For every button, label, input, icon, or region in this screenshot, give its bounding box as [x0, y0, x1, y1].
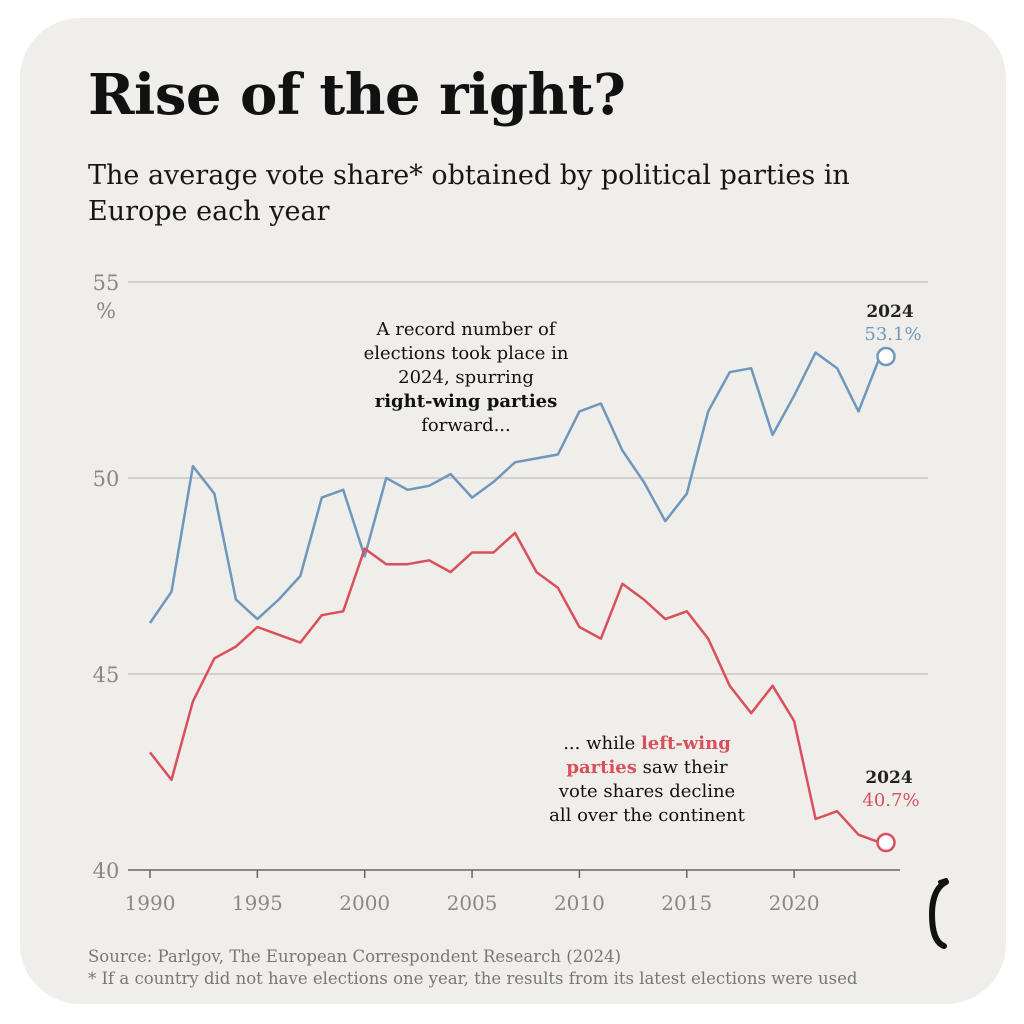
annotation-right-line-3: 2024, spurring	[398, 367, 534, 388]
y-axis-unit: %	[96, 299, 116, 323]
y-tick-label-40: 40	[93, 859, 120, 883]
annotation-left-wing: ... while left-wing parties saw their vo…	[549, 733, 745, 826]
x-tick-label-2000: 2000	[339, 891, 390, 915]
series-line-right-wing	[148, 351, 882, 624]
y-axis-ticks: 40 45 50 55	[93, 271, 120, 883]
end-label-left-value: 40.7%	[862, 790, 919, 811]
y-tick-label-50: 50	[93, 467, 120, 491]
annotation-left-line-2: parties saw their	[566, 757, 728, 778]
annotation-left-line-3: vote shares decline	[558, 781, 735, 802]
end-marker-right-wing	[876, 346, 896, 367]
y-tick-label-55: 55	[93, 271, 120, 295]
chart-title: Rise of the right?	[88, 62, 626, 128]
annotation-right-line-2: elections took place in	[364, 343, 569, 364]
x-tick-label-1990: 1990	[125, 891, 176, 915]
annotation-right-highlight: right-wing parties	[375, 391, 558, 412]
series-lines	[148, 351, 882, 844]
annotation-left-line-4: all over the continent	[549, 805, 745, 826]
end-marker-left-wing	[876, 832, 896, 853]
x-tick-label-2005: 2005	[447, 891, 498, 915]
end-label-right-year: 2024	[866, 302, 913, 322]
x-tick-label-2020: 2020	[769, 891, 820, 915]
gridlines	[128, 281, 928, 675]
source-notes: Source: Parlgov, The European Correspond…	[88, 946, 857, 990]
x-tick-label-2010: 2010	[554, 891, 605, 915]
footnote-line: * If a country did not have elections on…	[88, 969, 858, 988]
end-label-left-year: 2024	[865, 768, 912, 788]
european-correspondent-logo	[928, 878, 949, 949]
source-line: Source: Parlgov, The European Correspond…	[88, 947, 622, 966]
annotation-right-line-1: A record number of	[376, 319, 557, 340]
annotation-right-line-5: forward...	[421, 415, 511, 436]
annotation-right-wing: A record number of elections took place …	[364, 319, 569, 436]
x-tick-label-1995: 1995	[232, 891, 283, 915]
end-markers	[876, 346, 896, 853]
x-axis-ticks: 1990 1995 2000 2005 2010 2015 2020	[125, 870, 820, 915]
annotation-left-line-1: ... while left-wing	[563, 733, 731, 754]
x-tick-label-2015: 2015	[661, 891, 712, 915]
chart-subtitle: The average vote share* obtained by poli…	[88, 160, 850, 227]
y-tick-label-45: 45	[93, 663, 120, 687]
series-line-left-wing	[149, 531, 881, 844]
end-label-right-value: 53.1%	[864, 324, 921, 345]
